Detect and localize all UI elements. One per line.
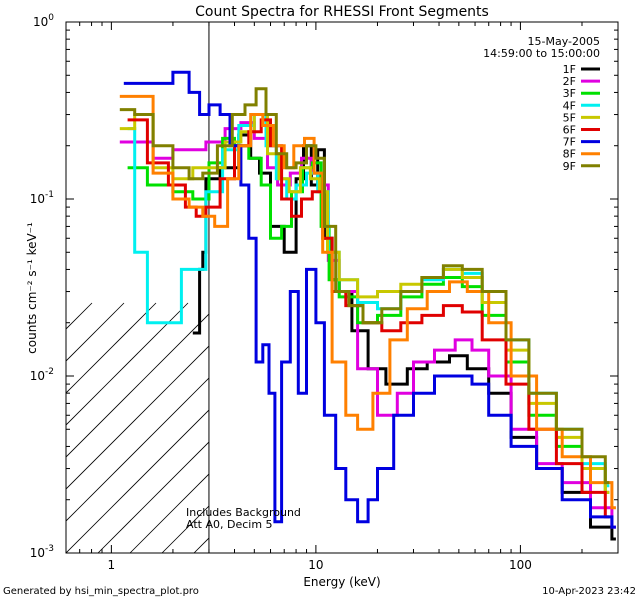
y-tick-label: 10-2 [30, 367, 54, 383]
energy-cutoff-hatch [66, 302, 209, 553]
hatch-line [66, 302, 157, 394]
hatch-line [66, 313, 209, 458]
x-tick-label: 1 [108, 558, 116, 572]
series-8F [119, 94, 616, 510]
legend-label-4F: 4F [563, 99, 576, 112]
legend-label-9F: 9F [563, 160, 576, 173]
hatch-line [66, 377, 209, 522]
x-axis-label: Energy (keV) [303, 575, 380, 589]
y-tick-label: 10-3 [30, 544, 54, 560]
legend-label-2F: 2F [563, 75, 576, 88]
series-7F [123, 70, 616, 529]
y-tick-label: 100 [33, 13, 54, 29]
legend-label-1F: 1F [563, 63, 576, 76]
generated-by-footer: Generated by hsi_min_spectra_plot.pro [3, 586, 199, 597]
x-axis-ticks: 1 10 100 [65, 22, 619, 572]
chart-title: Count Spectra for RHESSI Front Segments [195, 4, 489, 20]
y-axis-label: counts cm⁻² s⁻¹ keV⁻¹ [25, 222, 39, 354]
hatch-line [66, 345, 209, 490]
legend-label-8F: 8F [563, 148, 576, 161]
hatch-line [66, 409, 209, 553]
series-9F [119, 87, 610, 485]
plot-frame [65, 21, 619, 554]
observation-time-range: 14:59:00 to 15:00:00 [483, 47, 600, 60]
timestamp-footer: 10-Apr-2023 23:42 [542, 586, 636, 597]
legend-label-3F: 3F [563, 87, 576, 100]
legend-label-6F: 6F [563, 124, 576, 137]
hatch-line [97, 441, 209, 553]
annotation-background: Includes Background [186, 506, 301, 519]
y-axis-ticks: 10-3 10-2 10-1 100 [30, 13, 618, 560]
spectra-series [119, 70, 616, 541]
y-tick-label: 10-1 [30, 190, 54, 206]
observation-date: 15-May-2005 [528, 35, 600, 48]
x-tick-label: 10 [308, 558, 323, 572]
series-2F [119, 121, 616, 529]
hatch-line [161, 505, 209, 553]
x-tick-label: 100 [509, 558, 532, 572]
hatch-line [66, 302, 125, 362]
hatch-line [129, 473, 209, 553]
legend-label-5F: 5F [563, 111, 576, 124]
hatch-line [66, 302, 189, 426]
annotation-attenuator: Att A0, Decim 5 [186, 518, 273, 531]
legend-label-7F: 7F [563, 136, 576, 149]
